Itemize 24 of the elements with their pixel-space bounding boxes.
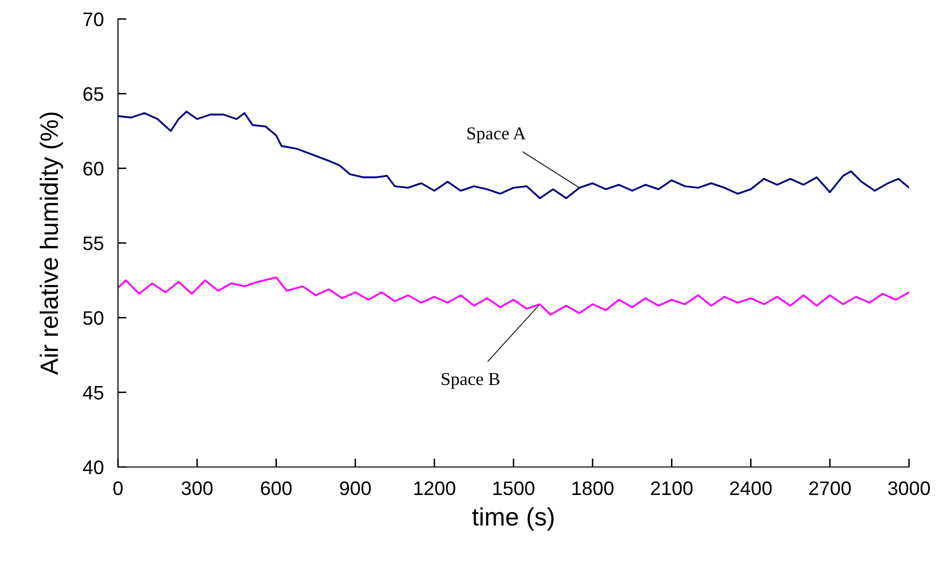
x-tick-label: 3000 (888, 481, 930, 496)
y-tick-label: 70 (83, 12, 104, 26)
x-tick-label: 600 (260, 481, 292, 496)
x-tick-label: 1200 (414, 481, 456, 496)
y-tick-label: 40 (82, 460, 104, 474)
x-axis-title: time (s) (472, 507, 554, 531)
y-tick-label: 55 (83, 236, 104, 250)
x-tick-label: 1500 (493, 481, 534, 496)
x-tick-label: 300 (182, 481, 213, 496)
x-tick-label: 900 (340, 481, 371, 496)
line-series (118, 276, 909, 316)
x-tick-label: 2700 (809, 481, 851, 496)
y-axis-title: Air relative humidity (%) (40, 112, 64, 375)
y-tick-label: 45 (82, 386, 104, 400)
text: Space B (442, 373, 500, 389)
y-tick-label: 65 (83, 87, 104, 101)
y-tick-label: 60 (83, 162, 104, 176)
x-tick-label: 2400 (730, 481, 772, 496)
x-tick-label: 2100 (651, 481, 693, 496)
text: Space A (467, 127, 526, 144)
y-tick-label: 50 (83, 311, 104, 325)
line-series (118, 110, 909, 200)
x-tick-label: 0 (113, 481, 123, 496)
x-tick-label: 1800 (572, 481, 614, 496)
